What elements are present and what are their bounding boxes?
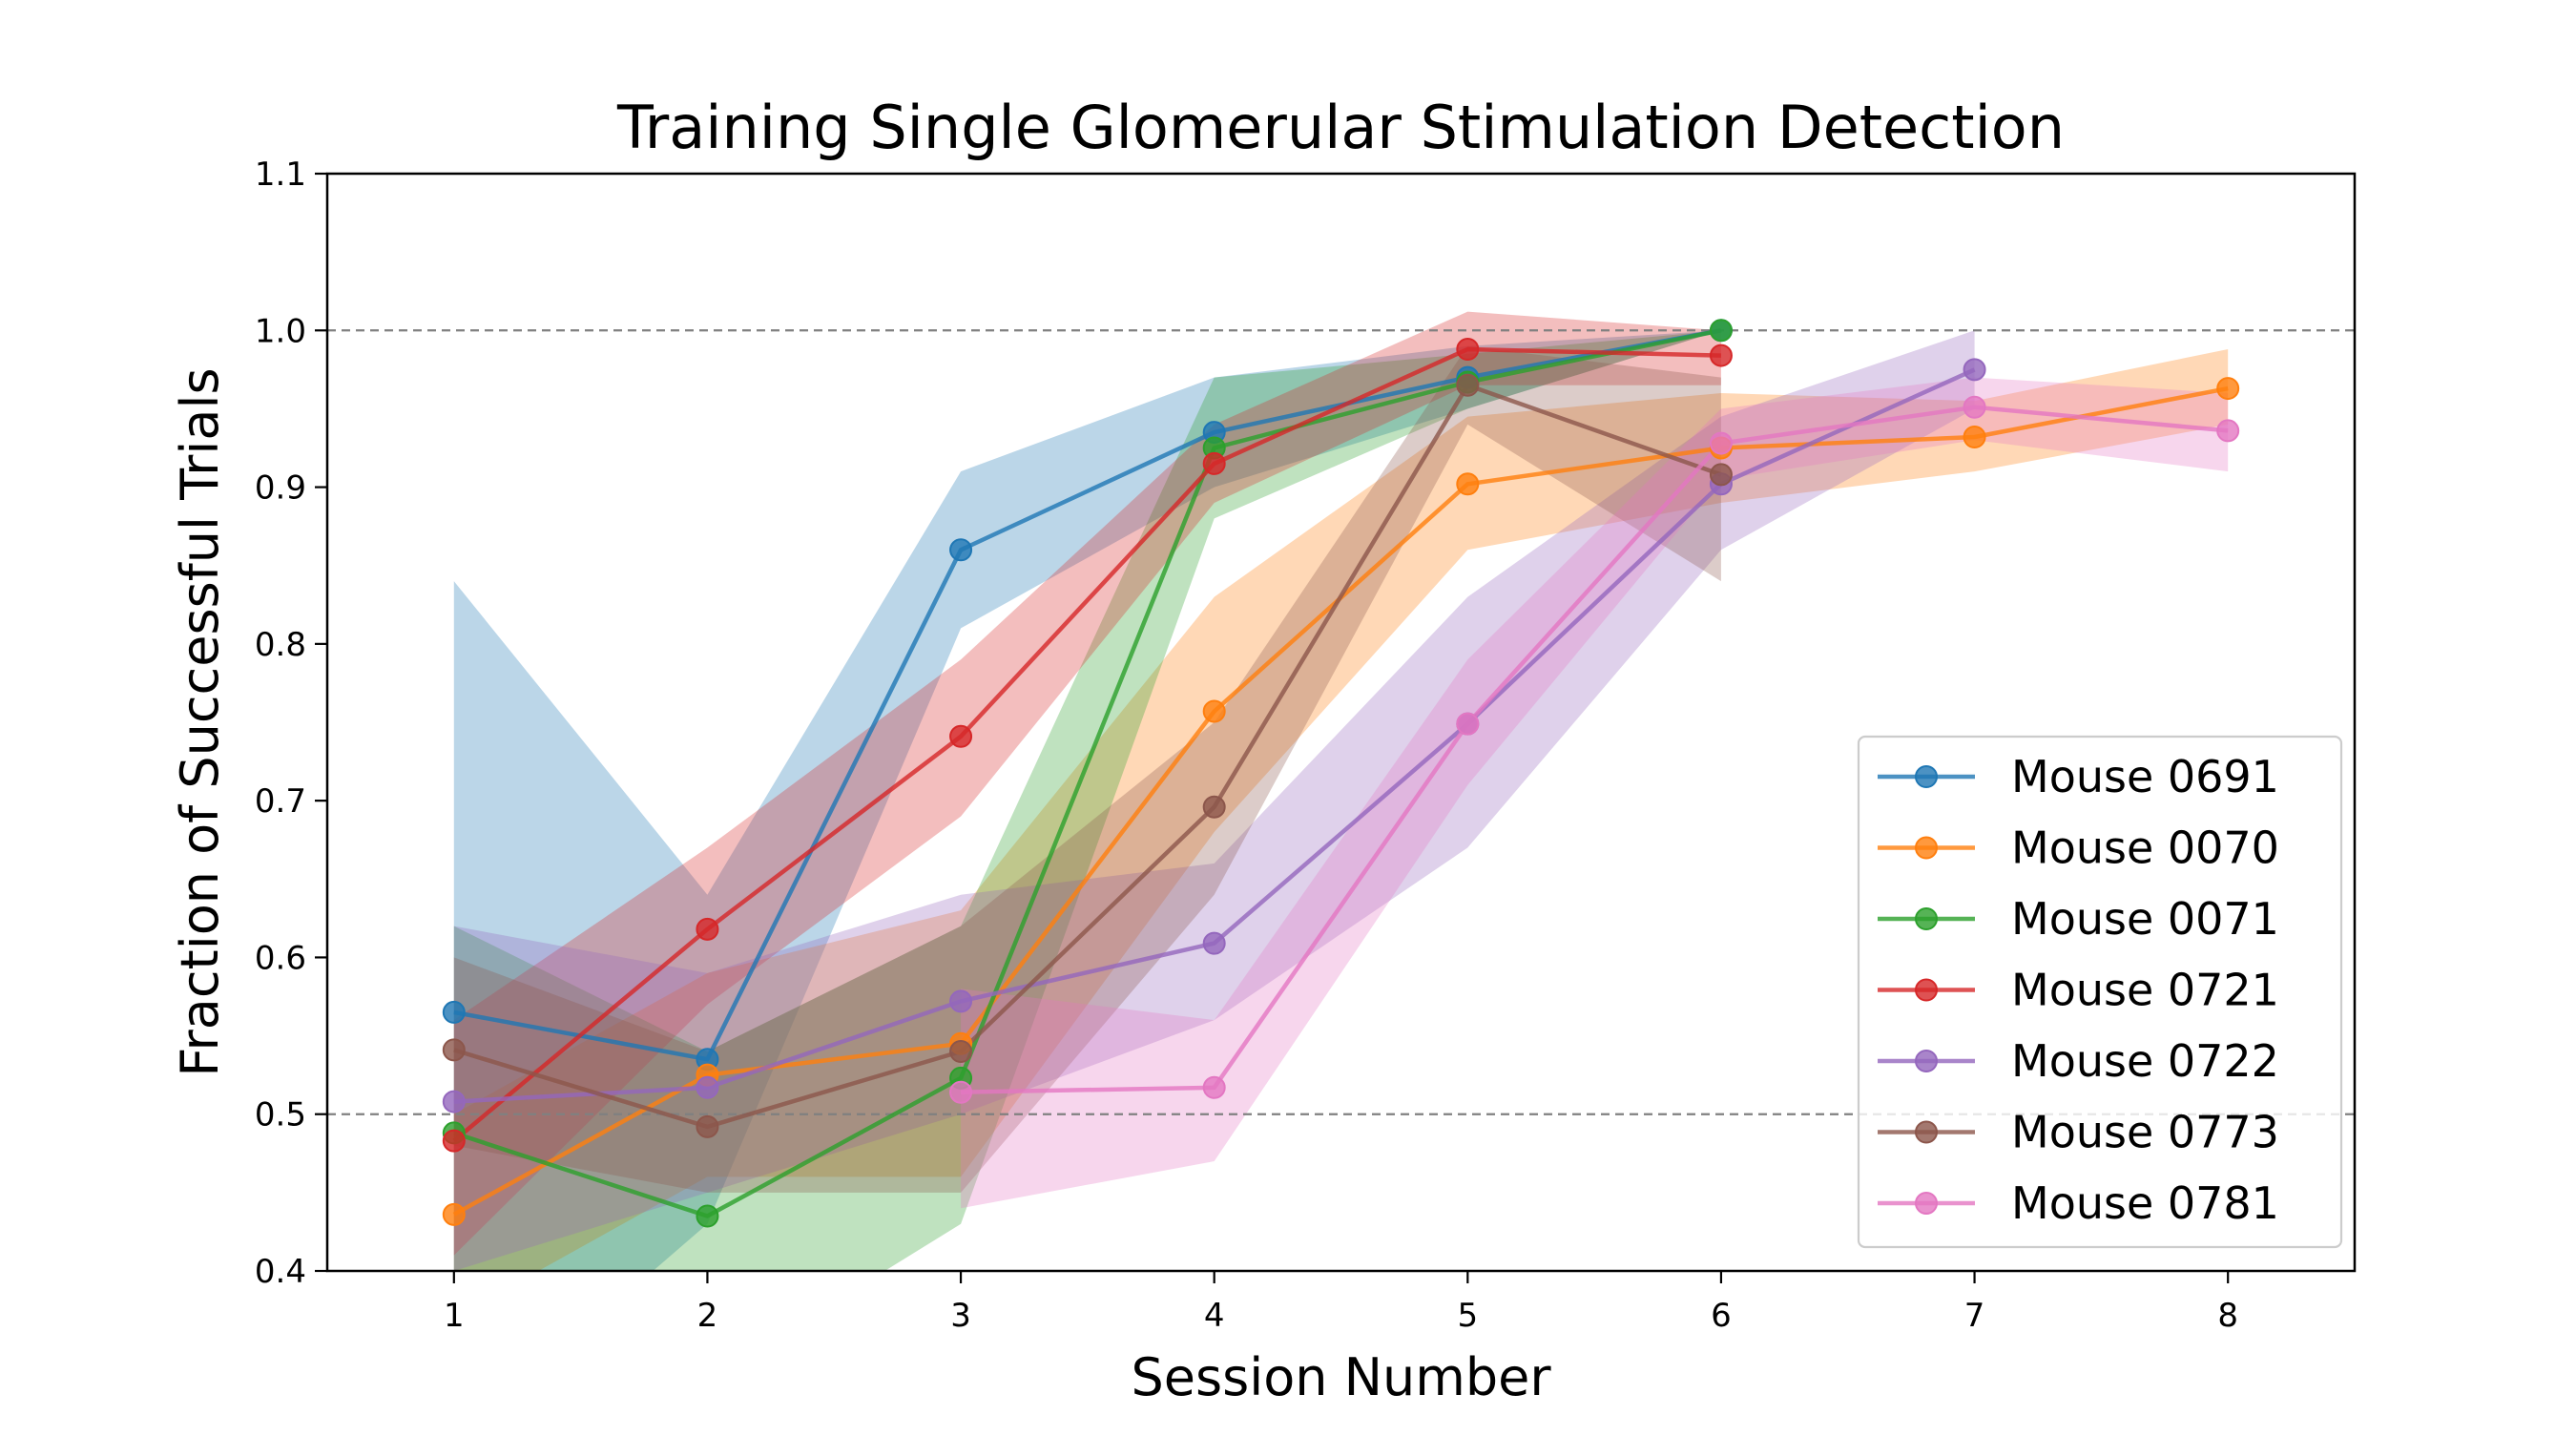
mouse-0070-point-session-7 <box>1963 426 1986 448</box>
mouse-0071-line <box>453 328 1722 1218</box>
mouse-0070-point-session-1 <box>442 1202 466 1226</box>
mouse-0071-point-session-6 <box>1709 319 1733 343</box>
mouse-0781-band <box>961 377 2229 1209</box>
mouse-0691-point-session-1 <box>442 1000 466 1024</box>
mouse-0781-point-session-4 <box>1202 1075 1226 1099</box>
series-points-layer <box>442 319 2240 1228</box>
mouse-0781-point-session-3 <box>949 1080 973 1104</box>
legend-box <box>1857 735 2343 1249</box>
mouse-0071-band <box>453 330 1721 1271</box>
y-tick-label-0-5: 0.5 <box>255 1096 306 1134</box>
mouse-0781-point-session-6 <box>1709 431 1733 455</box>
legend-marker-mouse-0070 <box>1915 836 1938 860</box>
x-ticks-layer: 1 2 3 4 5 6 7 8 <box>444 1271 2238 1335</box>
mouse-0722-band <box>453 330 1975 1271</box>
mouse-0691-band <box>453 330 1721 1271</box>
mouse-0773-point-session-2 <box>696 1114 719 1138</box>
mouse-0722-point-session-7 <box>1963 358 1986 382</box>
mouse-0721-line <box>452 346 1721 1143</box>
mouse-0070-band <box>453 349 2229 1271</box>
mouse-0070-point-session-5 <box>1456 472 1480 496</box>
mouse-0773-point-session-1 <box>442 1038 466 1062</box>
y-ticks-layer: 0.4 0.5 0.6 0.7 0.8 0.9 1.0 1.1 <box>255 156 327 1291</box>
x-tick-label-4: 4 <box>1204 1297 1225 1335</box>
mouse-0721-point-session-5 <box>1456 338 1480 361</box>
mouse-0070-point-session-4 <box>1202 699 1226 723</box>
legend-label-mouse-0691: Mouse 0691 <box>2011 751 2279 802</box>
y-tick-label-1-0: 1.0 <box>255 312 306 350</box>
y-tick-label-0-6: 0.6 <box>255 939 306 977</box>
mouse-0721-point-session-4 <box>1202 451 1226 475</box>
y-tick-label-0-4: 0.4 <box>255 1253 306 1291</box>
mouse-0721-point-session-2 <box>696 917 719 941</box>
mouse-0721-point-session-1 <box>442 1129 466 1153</box>
y-axis-label: Fraction of Successful Trials <box>170 367 230 1076</box>
x-tick-label-3: 3 <box>950 1297 971 1335</box>
x-tick-label-2: 2 <box>697 1297 718 1335</box>
legend-label-mouse-0722: Mouse 0722 <box>2011 1035 2279 1087</box>
mouse-0773-point-session-5 <box>1456 373 1480 397</box>
y-tick-label-0-9: 0.9 <box>255 469 306 508</box>
y-tick-label-1-1: 1.1 <box>255 156 306 194</box>
legend-label-mouse-0721: Mouse 0721 <box>2011 965 2279 1016</box>
x-tick-label-7: 7 <box>1964 1297 1985 1335</box>
mouse-0781-point-session-8 <box>2216 419 2240 443</box>
x-tick-label-6: 6 <box>1711 1297 1732 1335</box>
mouse-0722-point-session-4 <box>1202 931 1226 955</box>
mouse-0722-point-session-2 <box>696 1075 719 1099</box>
mouse-0722-point-session-1 <box>442 1090 466 1113</box>
chart-title: Training Single Glomerular Stimulation D… <box>616 93 2065 162</box>
legend: Mouse 0691 Mouse 0070 Mouse 0071 Mouse 0721… <box>1857 735 2343 1249</box>
legend-marker-mouse-0721 <box>1915 978 1938 1002</box>
legend-marker-mouse-0722 <box>1915 1050 1938 1072</box>
mouse-0773-point-session-4 <box>1202 795 1226 819</box>
mouse-0773-point-session-3 <box>949 1040 973 1063</box>
x-tick-label-8: 8 <box>2217 1297 2238 1335</box>
legend-marker-mouse-0773 <box>1915 1120 1938 1144</box>
y-tick-label-0-8: 0.8 <box>255 626 306 664</box>
plot-frame <box>325 172 2357 1273</box>
mouse-0721-point-session-3 <box>949 724 973 748</box>
y-tick-label-0-7: 0.7 <box>255 782 306 821</box>
legend-marker-mouse-0691 <box>1915 765 1938 788</box>
legend-label-mouse-0773: Mouse 0773 <box>2011 1107 2279 1158</box>
x-axis-label: Session Number <box>1131 1347 1551 1407</box>
legend-label-mouse-0071: Mouse 0071 <box>2011 893 2279 945</box>
legend-marker-mouse-0071 <box>1915 907 1938 930</box>
mouse-0773-line <box>453 383 1722 1130</box>
legend-label-mouse-0070: Mouse 0070 <box>2011 822 2279 874</box>
mouse-0781-point-session-5 <box>1456 712 1480 736</box>
mouse-0781-line <box>961 405 2229 1094</box>
x-tick-label-1: 1 <box>444 1297 465 1335</box>
mouse-0722-point-session-3 <box>949 989 973 1013</box>
legend-marker-mouse-0781 <box>1915 1192 1938 1215</box>
mouse-0071-point-session-2 <box>696 1204 719 1228</box>
mouse-0691-point-session-3 <box>949 538 973 562</box>
x-tick-label-5: 5 <box>1457 1297 1478 1335</box>
mouse-0691-line <box>453 328 1722 1062</box>
mouse-0773-point-session-6 <box>1709 463 1733 487</box>
mouse-0070-point-session-8 <box>2216 377 2240 401</box>
legend-label-mouse-0781: Mouse 0781 <box>2011 1177 2279 1229</box>
mouse-0721-point-session-6 <box>1709 343 1733 367</box>
mouse-0781-point-session-7 <box>1963 395 1986 419</box>
